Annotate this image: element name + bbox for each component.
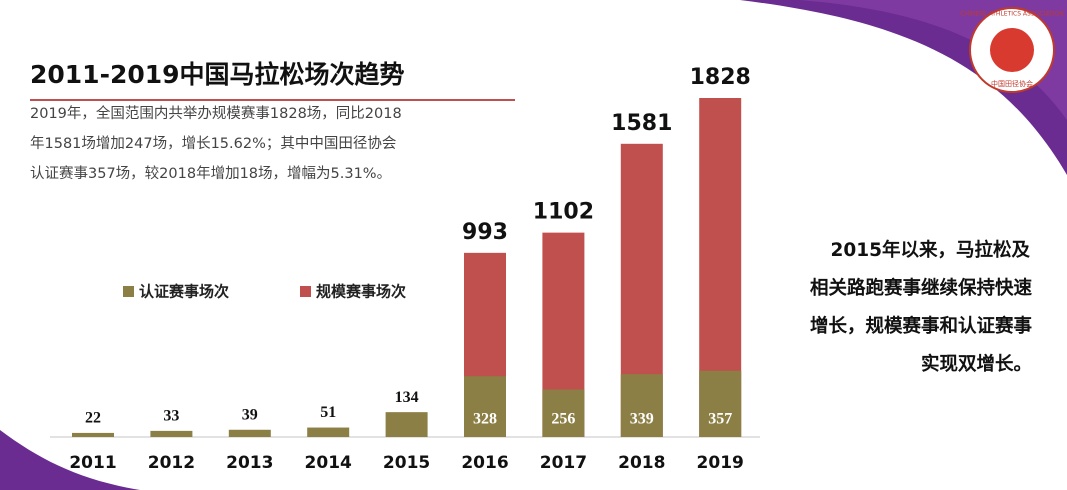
x-tick-label: 2011 xyxy=(69,453,116,473)
logo-subtext: 中国田径协会 xyxy=(991,79,1033,88)
bar xyxy=(464,376,506,437)
bar xyxy=(307,427,350,437)
legend-swatch xyxy=(123,286,134,297)
annotation: 2015年以来，马拉松及 xyxy=(831,239,1031,261)
x-tick-label: 2018 xyxy=(618,453,665,473)
data-label: 256 xyxy=(551,411,575,428)
data-label: 328 xyxy=(473,411,497,428)
data-label: 357 xyxy=(708,411,732,428)
description: 认证赛事357场，较2018年增加18场，增幅为5.31%。 xyxy=(30,164,391,182)
bar xyxy=(150,430,193,437)
decor-swoosh xyxy=(0,430,140,490)
x-tick-label: 2015 xyxy=(383,453,430,473)
bar xyxy=(699,370,742,437)
data-label: 134 xyxy=(395,389,419,406)
data-label: 22 xyxy=(85,410,101,427)
x-tick-label: 2016 xyxy=(461,453,508,473)
data-label: 993 xyxy=(462,220,508,245)
chart-title: 2011-2019中国马拉松场次趋势 xyxy=(30,60,405,89)
logo-inner xyxy=(990,28,1034,72)
x-tick-label: 2019 xyxy=(697,453,744,473)
x-tick-label: 2017 xyxy=(540,453,587,473)
annotation: 实现双增长。 xyxy=(921,353,1032,375)
data-label: 1581 xyxy=(611,111,672,136)
legend-swatch xyxy=(300,286,311,297)
data-label: 339 xyxy=(630,411,654,428)
bar xyxy=(385,412,428,437)
description: 2019年，全国范围内共举办规模赛事1828场，同比2018 xyxy=(30,104,402,122)
legend-label: 认证赛事场次 xyxy=(139,283,229,301)
bar xyxy=(542,389,585,437)
legend-label: 规模赛事场次 xyxy=(316,283,406,301)
annotation: 增长，规模赛事和认证赛事 xyxy=(810,315,1033,337)
bar xyxy=(620,374,663,437)
bar xyxy=(72,432,114,437)
data-label: 39 xyxy=(242,406,258,423)
logo-text: CHINESE ATHLETICS ASSOCIATION xyxy=(960,11,1063,18)
bar xyxy=(228,429,271,437)
x-tick-label: 2014 xyxy=(305,453,352,473)
data-label: 51 xyxy=(320,404,336,421)
data-label: 1828 xyxy=(690,65,751,90)
data-label: 33 xyxy=(163,408,179,425)
data-label: 1102 xyxy=(533,200,594,225)
x-tick-label: 2013 xyxy=(226,453,273,473)
annotation: 相关路跑赛事继续保持快速 xyxy=(810,277,1033,299)
description: 年1581场增加247场，增长15.62%；其中中国田径协会 xyxy=(30,135,396,152)
x-tick-label: 2012 xyxy=(148,453,195,473)
